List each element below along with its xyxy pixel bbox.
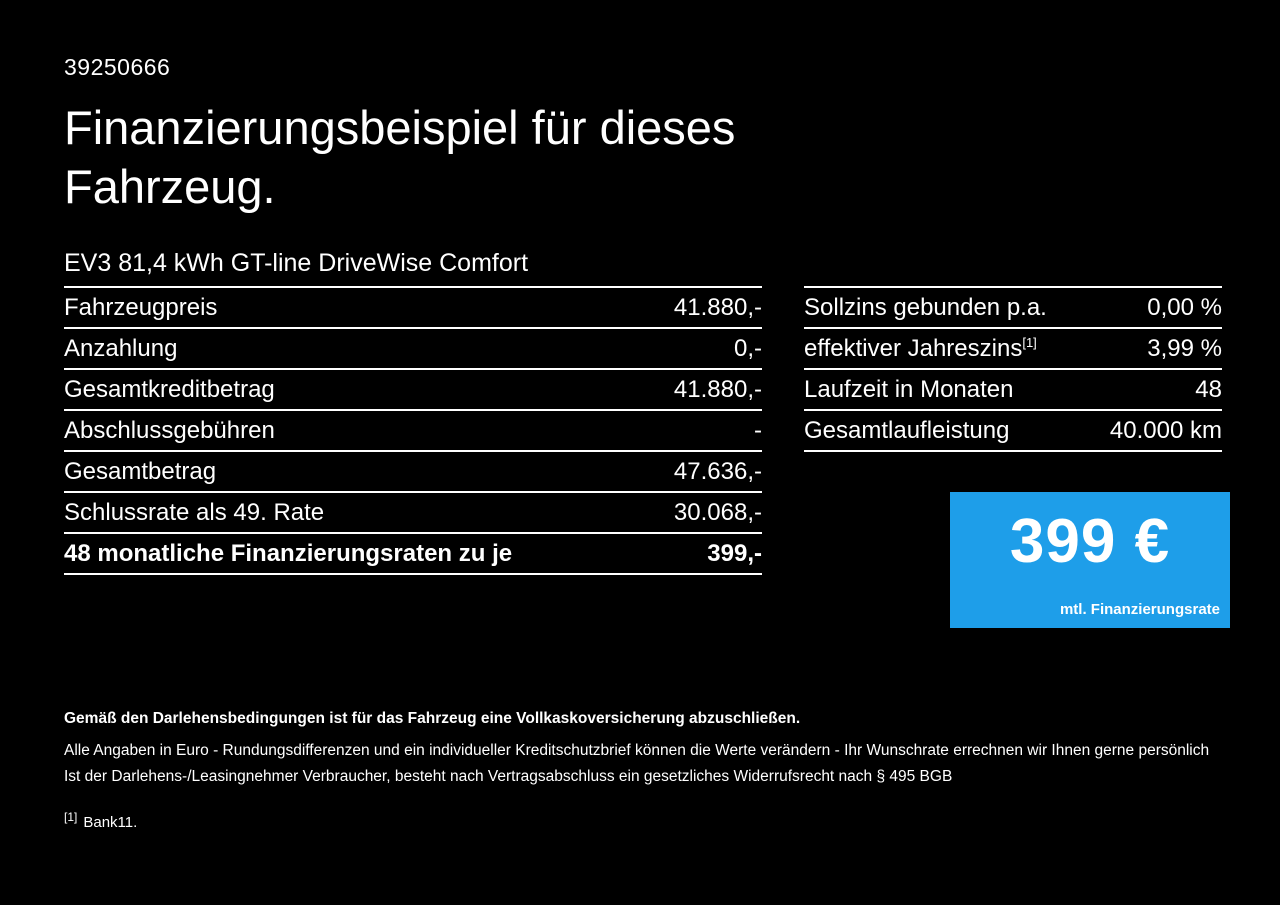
monthly-rate-box: 399 € mtl. Finanzierungsrate bbox=[950, 492, 1230, 628]
table-row: Schlussrate als 49. Rate 30.068,- bbox=[64, 493, 762, 534]
offer-id: 39250666 bbox=[64, 54, 171, 80]
financing-table-left: Fahrzeugpreis 41.880,- Anzahlung 0,- Ges… bbox=[64, 286, 762, 575]
page-title-line2: Fahrzeug. bbox=[64, 160, 276, 213]
table-row: Fahrzeugpreis 41.880,- bbox=[64, 288, 762, 329]
row-label: Anzahlung bbox=[64, 334, 178, 362]
footnote-bank-reference: [1] Bank11. bbox=[64, 804, 1224, 836]
page-title-line1: Finanzierungsbeispiel für dieses bbox=[64, 101, 736, 154]
row-label: 48 monatliche Finanzierungsraten zu je bbox=[64, 539, 513, 567]
footnote-line2: Ist der Darlehens-/Leasingnehmer Verbrau… bbox=[64, 768, 953, 785]
footnote-ref-marker: [1] bbox=[64, 810, 78, 824]
row-label: Gesamtkreditbetrag bbox=[64, 375, 275, 403]
row-value: 48 bbox=[1195, 375, 1222, 403]
vehicle-name: EV3 81,4 kWh GT-line DriveWise Comfort bbox=[64, 249, 529, 277]
table-row: effektiver Jahreszins[1] 3,99 % bbox=[804, 329, 1222, 370]
footnotes: Gemäß den Darlehensbedingungen ist für d… bbox=[64, 706, 1224, 836]
financing-table-right: Sollzins gebunden p.a. 0,00 % effektiver… bbox=[804, 286, 1222, 452]
table-row: Gesamtlaufleistung 40.000 km bbox=[804, 411, 1222, 452]
row-label: Fahrzeugpreis bbox=[64, 293, 218, 321]
row-label: effektiver Jahreszins[1] bbox=[804, 334, 1037, 362]
row-value: 3,99 % bbox=[1147, 334, 1222, 362]
table-row: Laufzeit in Monaten 48 bbox=[804, 370, 1222, 411]
row-label: Abschlussgebühren bbox=[64, 416, 275, 444]
table-row: Gesamtbetrag 47.636,- bbox=[64, 452, 762, 493]
page-title: Finanzierungsbeispiel für dieses Fahrzeu… bbox=[64, 98, 735, 216]
table-row: Anzahlung 0,- bbox=[64, 329, 762, 370]
row-label: Gesamtbetrag bbox=[64, 457, 217, 485]
row-value: 41.880,- bbox=[673, 293, 762, 321]
row-label: Gesamtlaufleistung bbox=[804, 416, 1010, 444]
row-value: 47.636,- bbox=[673, 457, 762, 485]
table-row: Abschlussgebühren - bbox=[64, 411, 762, 452]
row-value: 0,00 % bbox=[1147, 293, 1222, 321]
footnote-line1: Alle Angaben in Euro - Rundungsdifferenz… bbox=[64, 742, 1210, 759]
footnote-marker: [1] bbox=[1022, 334, 1037, 350]
row-value: 30.068,- bbox=[673, 498, 762, 526]
row-value: 41.880,- bbox=[673, 375, 762, 403]
row-label: Schlussrate als 49. Rate bbox=[64, 498, 325, 526]
table-row: Sollzins gebunden p.a. 0,00 % bbox=[804, 288, 1222, 329]
footnote-insurance: Gemäß den Darlehensbedingungen ist für d… bbox=[64, 710, 801, 727]
row-value: 40.000 km bbox=[1109, 416, 1222, 444]
table-row: Gesamtkreditbetrag 41.880,- bbox=[64, 370, 762, 411]
row-value: - bbox=[754, 416, 762, 444]
row-value: 399,- bbox=[707, 539, 762, 567]
monthly-rate-caption: mtl. Finanzierungsrate bbox=[1059, 601, 1220, 618]
footnote-ref-text: Bank11. bbox=[83, 814, 138, 831]
table-row-monthly-rate: 48 monatliche Finanzierungsraten zu je 3… bbox=[64, 534, 762, 575]
monthly-rate-amount: 399 € bbox=[1009, 507, 1171, 576]
row-label: Laufzeit in Monaten bbox=[804, 375, 1014, 403]
row-label: Sollzins gebunden p.a. bbox=[804, 293, 1047, 321]
row-value: 0,- bbox=[733, 334, 762, 362]
